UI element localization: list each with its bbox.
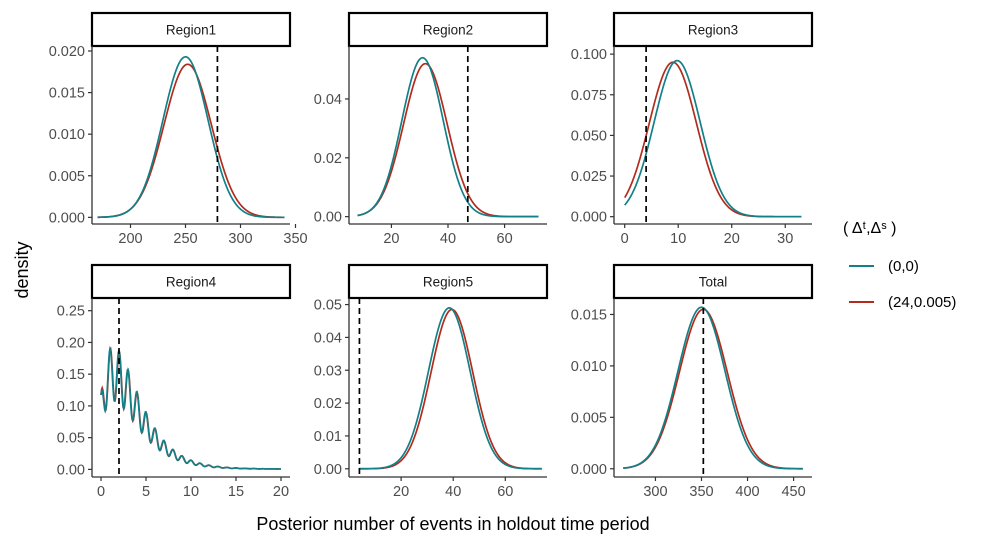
y-tick-label: 0.04 bbox=[314, 330, 342, 346]
x-tick-label: 350 bbox=[689, 484, 713, 500]
density-curve-series-a bbox=[359, 306, 542, 470]
y-tick-label: 0.020 bbox=[49, 44, 85, 60]
legend-label-series-a: (0,0) bbox=[888, 258, 919, 275]
y-tick-label: 0.100 bbox=[571, 47, 607, 63]
density-curve-series-b bbox=[623, 61, 802, 218]
legend: ( Δᵗ,Δˢ ) (0,0) (24,0.005) bbox=[843, 220, 956, 311]
panel-strip bbox=[612, 11, 814, 48]
y-tick-label: 0.000 bbox=[571, 210, 607, 226]
panel-strip bbox=[90, 11, 292, 48]
density-curve-series-b bbox=[623, 308, 803, 470]
panel-strip-label: Region5 bbox=[423, 275, 473, 290]
x-tick-label: 300 bbox=[643, 484, 667, 500]
panel-strip bbox=[347, 11, 549, 48]
x-tick-label: 0 bbox=[621, 231, 629, 247]
x-tick-label: 10 bbox=[670, 231, 686, 247]
y-tick-label: 0.05 bbox=[314, 298, 342, 314]
y-axis-title: density bbox=[12, 241, 32, 298]
x-tick-label: 20 bbox=[273, 484, 289, 500]
y-tick-label: 0.010 bbox=[49, 127, 85, 143]
x-tick-label: 20 bbox=[393, 484, 409, 500]
density-curve-series-b bbox=[97, 63, 285, 219]
x-tick-label: 350 bbox=[283, 231, 307, 247]
x-tick-label: 5 bbox=[142, 484, 150, 500]
density-curve-series-a bbox=[100, 345, 281, 470]
panel-strip-label: Region4 bbox=[166, 275, 217, 290]
y-tick-label: 0.050 bbox=[571, 128, 607, 144]
y-tick-label: 0.025 bbox=[571, 169, 607, 185]
x-tick-label: 60 bbox=[497, 484, 513, 500]
y-tick-label: 0.04 bbox=[314, 92, 342, 108]
panel-strip-label: Region2 bbox=[423, 23, 473, 38]
legend-label-series-b: (24,0.005) bbox=[888, 294, 956, 311]
x-tick-label: 450 bbox=[781, 484, 805, 500]
panel-region5: Region5 0.00 0.01 0.02 0.03 0.04 0.05 20 40 60 bbox=[314, 263, 549, 500]
x-axis-title: Posterior number of events in holdout ti… bbox=[256, 514, 649, 534]
y-tick-label: 0.10 bbox=[57, 399, 85, 415]
y-tick-label: 0.015 bbox=[49, 86, 85, 102]
y-tick-label: 0.20 bbox=[57, 335, 85, 351]
y-tick-label: 0.00 bbox=[57, 462, 85, 478]
y-tick-label: 0.015 bbox=[571, 307, 607, 323]
x-tick-label: 15 bbox=[228, 484, 244, 500]
density-curve-series-a bbox=[357, 56, 539, 218]
x-tick-label: 40 bbox=[440, 231, 456, 247]
y-tick-label: 0.01 bbox=[314, 429, 342, 445]
density-curve-series-a bbox=[97, 55, 285, 219]
panel-total: Total 0.000 0.005 0.010 0.015 300 350 400 450 bbox=[571, 263, 814, 500]
y-tick-label: 0.05 bbox=[57, 431, 85, 447]
panel-region2: Region2 0.00 0.02 0.04 20 40 60 bbox=[314, 11, 549, 247]
panel-region3: Region3 0.000 0.025 0.050 0.075 0.100 0 10 20 30 bbox=[571, 11, 814, 247]
y-tick-label: 0.02 bbox=[314, 151, 342, 167]
x-tick-label: 250 bbox=[173, 231, 197, 247]
panel-strip bbox=[612, 263, 814, 300]
panel-strip bbox=[90, 263, 292, 300]
x-tick-label: 40 bbox=[445, 484, 461, 500]
y-tick-label: 0.03 bbox=[314, 363, 342, 379]
y-tick-label: 0.005 bbox=[571, 410, 607, 426]
x-tick-label: 20 bbox=[383, 231, 399, 247]
y-tick-label: 0.00 bbox=[314, 210, 342, 226]
panel-region1: Region1 0.000 0.005 0.010 0.015 0.020 200 250 30… bbox=[49, 11, 308, 247]
density-curve-series-a bbox=[624, 59, 802, 218]
panel-strip-label: Region3 bbox=[688, 23, 738, 38]
y-tick-label: 0.25 bbox=[57, 304, 85, 320]
panel-strip-label: Total bbox=[699, 275, 728, 290]
legend-title: ( Δᵗ,Δˢ ) bbox=[843, 220, 896, 237]
x-tick-label: 30 bbox=[777, 231, 793, 247]
panel-region4: Region4 0.00 0.05 0.10 0.15 0.20 0.25 0 5 10 15 20 bbox=[57, 263, 292, 500]
density-curve-series-b bbox=[100, 346, 281, 470]
y-tick-label: 0.075 bbox=[571, 88, 607, 104]
x-tick-label: 200 bbox=[118, 231, 142, 247]
x-tick-label: 400 bbox=[735, 484, 759, 500]
x-tick-label: 20 bbox=[724, 231, 740, 247]
y-tick-label: 0.00 bbox=[314, 462, 342, 478]
y-tick-label: 0.000 bbox=[571, 462, 607, 478]
y-tick-label: 0.02 bbox=[314, 396, 342, 412]
density-curve-series-b bbox=[359, 308, 542, 470]
x-tick-label: 0 bbox=[97, 484, 105, 500]
x-tick-label: 60 bbox=[497, 231, 513, 247]
x-tick-label: 10 bbox=[183, 484, 199, 500]
panel-strip-label: Region1 bbox=[166, 23, 216, 38]
density-curve-series-a bbox=[623, 306, 803, 470]
x-tick-label: 300 bbox=[228, 231, 252, 247]
panel-strip bbox=[347, 263, 549, 300]
y-tick-label: 0.005 bbox=[49, 169, 85, 185]
y-tick-label: 0.15 bbox=[57, 367, 85, 383]
y-tick-label: 0.010 bbox=[571, 359, 607, 375]
y-tick-label: 0.000 bbox=[49, 210, 85, 226]
